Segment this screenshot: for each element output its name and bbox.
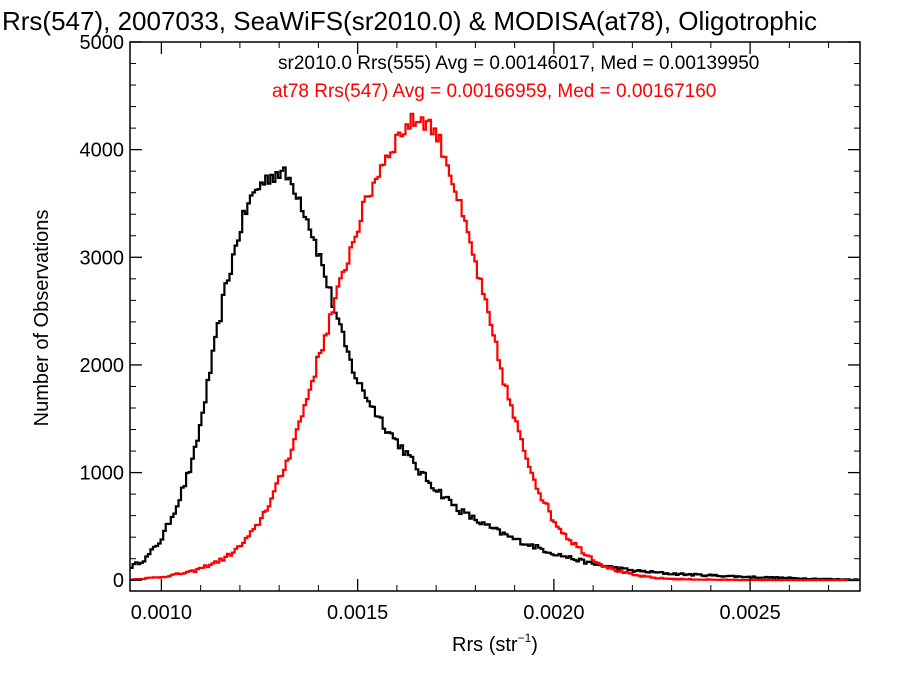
- y-tick-label: 4000: [80, 140, 125, 162]
- annotation-seawifs: sr2010.0 Rrs(555) Avg = 0.00146017, Med …: [278, 53, 759, 74]
- y-tick-label: 5000: [80, 32, 125, 54]
- chart-title: Rrs(547), 2007033, SeaWiFS(sr2010.0) & M…: [2, 6, 817, 36]
- y-axis-label: Number of Observations: [31, 210, 53, 427]
- x-axis-label-end: ): [531, 634, 538, 656]
- x-axis-label: Rrs (str−1): [452, 631, 538, 656]
- annotations: sr2010.0 Rrs(555) Avg = 0.00146017, Med …: [272, 53, 759, 102]
- x-tick-label: 0.0015: [327, 602, 388, 624]
- x-axis-label-sup: −1: [518, 631, 532, 645]
- y-tick-label: 1000: [80, 463, 125, 485]
- plot-area: [130, 112, 860, 582]
- y-tick-label: 3000: [80, 247, 125, 269]
- x-axis-label-main: Rrs (str: [452, 634, 518, 656]
- series-line-1: [130, 112, 860, 582]
- annotation-modisa: at78 Rrs(547) Avg = 0.00166959, Med = 0.…: [272, 81, 716, 102]
- x-tick-label: 0.0020: [523, 602, 584, 624]
- y-tick-label: 2000: [80, 355, 125, 377]
- series-line-0: [130, 166, 860, 581]
- x-tick-label: 0.0025: [720, 602, 781, 624]
- x-tick-label: 0.0010: [131, 602, 192, 624]
- y-tick-label: 0: [113, 570, 124, 592]
- axes: 0 1000 2000 3000 4000 5000 0.0010 0.0015 0.0020 0…: [80, 32, 861, 624]
- plot-frame: [129, 41, 861, 592]
